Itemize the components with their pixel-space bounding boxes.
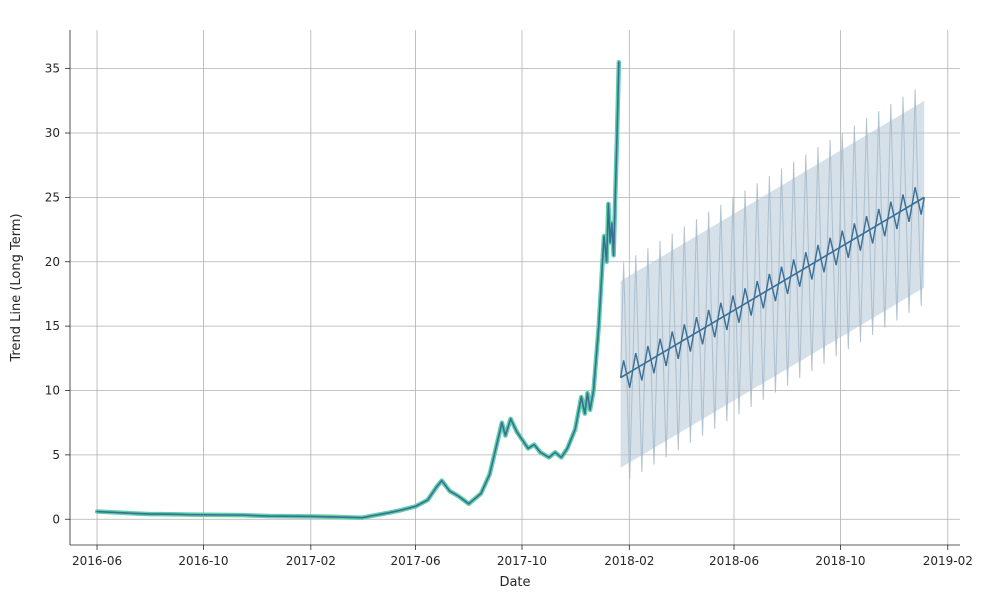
x-tick-label: 2017-10 [497,554,547,568]
y-tick-label: 20 [45,255,60,269]
y-axis-label: Trend Line (Long Term) [9,213,24,362]
x-tick-label: 2018-02 [604,554,654,568]
chart-container: 2016-06 2016-10 2017-02 2017-06 2017-10 2018-… [0,0,1000,600]
y-tick-label: 30 [45,126,60,140]
y-tick-label: 15 [45,319,60,333]
y-tick-label: 35 [45,62,60,76]
x-tick-label: 2017-02 [286,554,336,568]
y-tick-label: 10 [45,384,60,398]
trend-line-chart: 2016-06 2016-10 2017-02 2017-06 2017-10 2018-… [0,0,1000,600]
x-tick-label: 2016-10 [178,554,228,568]
y-tick-label: 5 [52,448,60,462]
x-tick-label: 2017-06 [390,554,440,568]
x-tick-label: 2019-02 [923,554,973,568]
y-tick-label: 0 [52,512,60,526]
x-tick-label: 2018-10 [815,554,865,568]
x-tick-label: 2016-06 [72,554,122,568]
x-tick-label: 2018-06 [709,554,759,568]
y-tick-label: 25 [45,190,60,204]
x-axis-label: Date [499,575,530,590]
